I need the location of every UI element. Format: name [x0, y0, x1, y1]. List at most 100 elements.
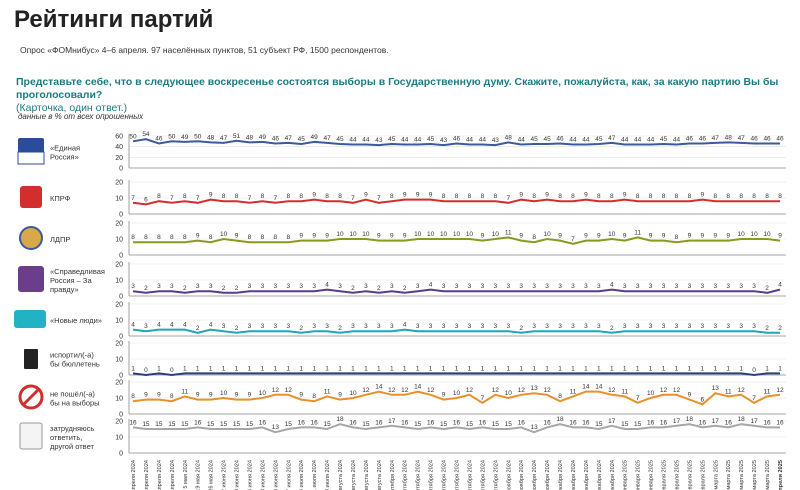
data-label: 9 — [390, 233, 394, 240]
data-label: 2 — [299, 325, 303, 332]
data-label: 46 — [453, 135, 461, 142]
data-label: 3 — [662, 323, 666, 330]
data-label: 3 — [390, 283, 394, 290]
data-label: 3 — [494, 283, 498, 290]
data-label: 8 — [532, 234, 536, 241]
x-tick-label: 10 ноября 2024 — [519, 460, 525, 490]
data-label: 9 — [144, 392, 148, 399]
series-line — [132, 423, 780, 434]
data-label: 8 — [532, 193, 536, 200]
data-label: 44 — [349, 137, 357, 144]
data-label: 10 — [427, 231, 435, 238]
data-label: 9 — [649, 233, 653, 240]
data-label: 3 — [261, 323, 265, 330]
y-tick-label: 20 — [115, 180, 123, 187]
data-label: 12 — [776, 387, 784, 394]
data-label: 8 — [274, 234, 278, 241]
data-label: 45 — [388, 136, 396, 143]
data-label: 1 — [675, 365, 679, 372]
data-label: 8 — [157, 193, 161, 200]
data-label: 10 — [220, 390, 228, 397]
data-label: 1 — [713, 365, 717, 372]
data-label: 3 — [688, 283, 692, 290]
data-label: 1 — [701, 365, 705, 372]
data-label: 46 — [699, 135, 707, 142]
data-label: 3 — [494, 323, 498, 330]
data-label: 11 — [634, 229, 641, 236]
data-label: 10 — [505, 390, 513, 397]
x-tick-label: 12 января 2025 — [623, 460, 629, 490]
data-label: 1 — [429, 365, 433, 372]
series-line — [132, 328, 780, 334]
kprf-logo-icon — [20, 186, 42, 208]
series-name-label: бы на выборы — [50, 399, 100, 408]
data-label: 1 — [481, 365, 485, 372]
x-tick-label: 1 сентября 2024 — [390, 460, 396, 490]
data-label: 8 — [157, 234, 161, 241]
data-label: 12 — [427, 387, 435, 394]
data-label: 3 — [261, 283, 265, 290]
data-label: 3 — [377, 323, 381, 330]
data-label: 9 — [196, 233, 200, 240]
data-label: 9 — [299, 233, 303, 240]
data-label: 4 — [778, 282, 782, 289]
x-tick-label: 15 декабря 2024 — [584, 460, 590, 490]
data-label: 16 — [311, 419, 319, 426]
data-label: 3 — [701, 323, 705, 330]
data-label: 10 — [453, 390, 461, 397]
data-label: 8 — [131, 234, 135, 241]
data-label: 15 — [246, 421, 254, 428]
data-label: 1 — [390, 365, 394, 372]
data-label: 1 — [688, 365, 692, 372]
data-label: 9 — [299, 392, 303, 399]
x-tick-label: 23 марта 2025 — [752, 460, 758, 490]
data-label: 3 — [468, 283, 472, 290]
data-label: 3 — [558, 323, 562, 330]
data-label: 16 — [453, 419, 461, 426]
data-label: 2 — [222, 285, 226, 292]
data-label: 48 — [725, 134, 733, 141]
data-label: 15 — [492, 421, 500, 428]
x-tick-label: 29 сентября 2024 — [442, 460, 448, 490]
series-name-label: затрудняюсь — [50, 424, 94, 433]
data-label: 54 — [142, 131, 150, 138]
x-tick-label: 6 октября 2024 — [455, 460, 461, 490]
data-label: 3 — [623, 283, 627, 290]
series-name-label: «Новые люди» — [50, 316, 102, 325]
data-label: 9 — [688, 233, 692, 240]
question-text: Представьте себе, что в следующее воскре… — [16, 76, 779, 101]
data-label: 2 — [235, 325, 239, 332]
data-label: 12 — [492, 387, 500, 394]
data-label: 2 — [183, 285, 187, 292]
series-panel — [14, 302, 786, 337]
data-label: 8 — [726, 193, 730, 200]
data-label: 1 — [248, 365, 252, 372]
data-label: 9 — [209, 392, 213, 399]
data-label: 3 — [442, 283, 446, 290]
data-label: 7 — [506, 195, 510, 202]
series-name-label: Россия – За — [50, 276, 92, 285]
data-label: 2 — [765, 325, 769, 332]
data-label: 47 — [738, 135, 746, 142]
data-label: 3 — [649, 323, 653, 330]
data-label: 3 — [416, 283, 420, 290]
x-tick-label: 23 июня 2024 — [260, 460, 266, 490]
x-tick-label: 16 февраля 2025 — [687, 460, 693, 490]
data-label: 8 — [286, 193, 290, 200]
y-tick-label: 10 — [115, 278, 123, 285]
data-label: 46 — [272, 135, 280, 142]
data-label: 3 — [209, 283, 213, 290]
data-label: 3 — [325, 323, 329, 330]
data-label: 8 — [662, 193, 666, 200]
data-label: 2 — [196, 325, 200, 332]
data-label: 3 — [455, 323, 459, 330]
y-tick-label: 0 — [119, 334, 123, 341]
series-panel — [18, 380, 786, 415]
data-label: 16 — [401, 419, 409, 426]
data-label: 13 — [712, 385, 720, 392]
data-label: 47 — [220, 135, 228, 142]
data-label: 12 — [660, 387, 668, 394]
data-label: 9 — [442, 392, 446, 399]
data-label: 16 — [660, 419, 668, 426]
data-label: 9 — [545, 192, 549, 199]
